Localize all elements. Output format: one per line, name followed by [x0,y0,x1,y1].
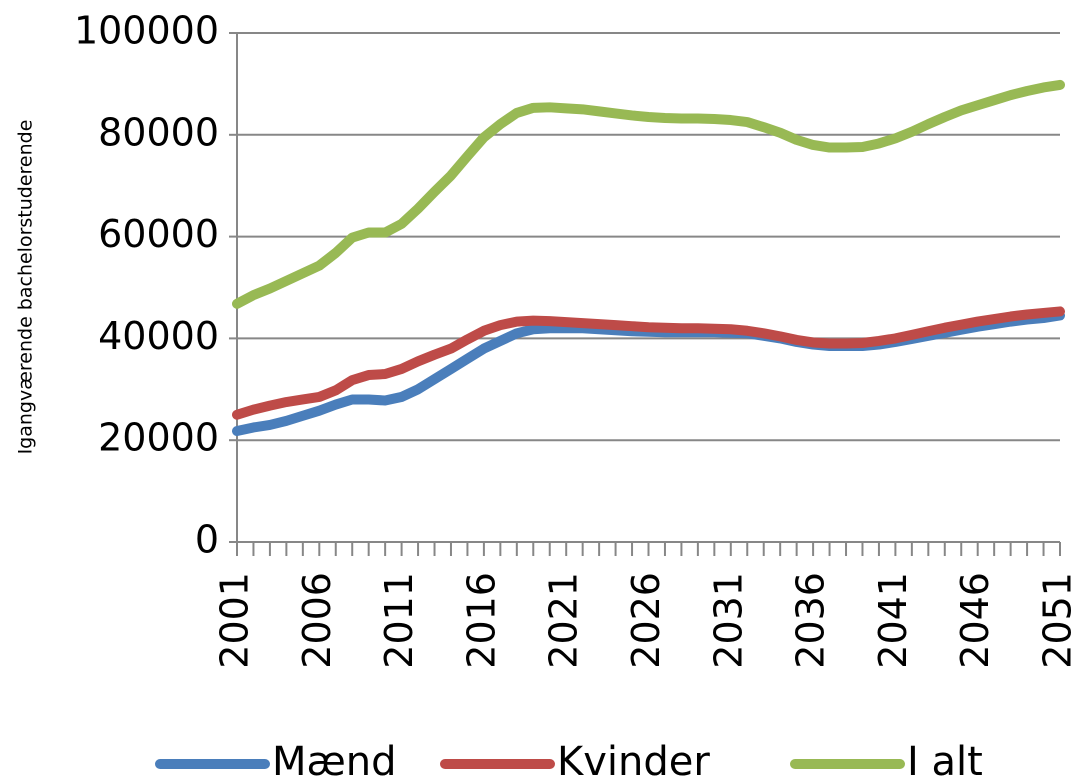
x-tick-label: 2016 [459,572,503,669]
legend-label: I alt [907,739,983,784]
legend-label: Kvinder [557,739,710,784]
x-tick-label: 2026 [624,572,668,669]
y-tick-label: 20000 [98,416,219,460]
legend-label: Mænd [272,739,397,784]
y-tick-label: 0 [195,518,219,562]
y-tick-label: 60000 [98,212,219,256]
x-tick-label: 2006 [295,572,339,669]
x-tick-label: 2001 [213,572,257,669]
x-tick-label: 2031 [706,572,750,669]
line-series [232,79,1065,309]
y-tick-label: 40000 [98,314,219,358]
y-tick-label: 80000 [98,110,219,154]
x-tick-label: 2046 [953,572,997,669]
x-tick-label: 2021 [542,572,586,669]
x-tick-label: 2011 [377,572,421,669]
x-tick-label: 2041 [871,572,915,669]
x-tick-label: 2051 [1036,572,1077,669]
y-axis-label: Igangværende bachelorstuderende [15,120,37,455]
y-tick-label: 100000 [74,9,219,53]
line-series [232,306,1065,420]
x-tick-label: 2036 [789,572,833,669]
